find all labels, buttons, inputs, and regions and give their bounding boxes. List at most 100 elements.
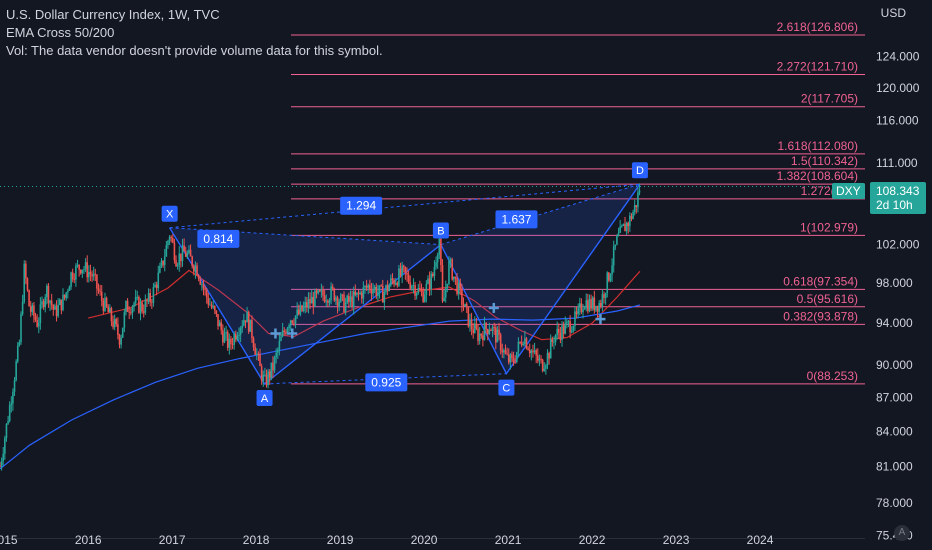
candle-up[interactable] [41, 296, 43, 309]
pattern-point-x[interactable]: X [161, 205, 178, 222]
candle-down[interactable] [419, 280, 421, 291]
candle-down[interactable] [590, 294, 592, 312]
candle-down[interactable] [252, 336, 255, 351]
cross-marker[interactable] [595, 314, 606, 325]
candle-down[interactable] [409, 275, 412, 291]
candle-up[interactable] [241, 320, 244, 333]
candle-down[interactable] [79, 269, 82, 275]
candle-up[interactable] [133, 301, 135, 312]
candle-down[interactable] [381, 279, 384, 303]
candle-up[interactable] [328, 297, 331, 307]
candle-down[interactable] [94, 268, 97, 282]
candle-down[interactable] [99, 284, 101, 296]
candle-down[interactable] [210, 301, 213, 310]
candle-down[interactable] [251, 315, 253, 343]
candle-up[interactable] [167, 239, 169, 249]
candle-down[interactable] [315, 288, 318, 299]
candle-up[interactable] [619, 219, 621, 233]
candle-down[interactable] [191, 255, 193, 269]
candle-down[interactable] [470, 312, 473, 336]
candle-down[interactable] [343, 291, 345, 313]
candle-down[interactable] [490, 328, 492, 332]
candle-up[interactable] [157, 265, 160, 292]
candle-up[interactable] [165, 240, 168, 257]
candle-down[interactable] [309, 292, 311, 310]
candle-up[interactable] [352, 286, 355, 315]
candle-down[interactable] [36, 314, 38, 328]
candle-up[interactable] [530, 348, 533, 361]
candle-up[interactable] [522, 341, 525, 347]
candle-up[interactable] [267, 368, 269, 389]
candle-up[interactable] [601, 289, 604, 312]
candle-down[interactable] [536, 348, 539, 364]
candle-down[interactable] [71, 268, 74, 283]
pattern-ratio-badge[interactable]: 1.637 [495, 210, 538, 229]
candle-down[interactable] [155, 281, 158, 296]
candle-down[interactable] [78, 264, 80, 277]
candle-up[interactable] [84, 258, 87, 273]
candle-down[interactable] [386, 280, 389, 296]
candle-down[interactable] [407, 270, 410, 285]
pattern-ratio-badge[interactable]: 0.814 [197, 229, 240, 248]
candle-up[interactable] [233, 331, 235, 350]
candle-up[interactable] [194, 261, 197, 279]
candle-up[interactable] [178, 246, 181, 272]
candle-down[interactable] [557, 323, 560, 340]
candle-down[interactable] [485, 321, 487, 334]
candle-up[interactable] [294, 315, 297, 329]
candle-up[interactable] [223, 327, 226, 344]
candle-down[interactable] [217, 314, 219, 330]
candle-up[interactable] [16, 342, 19, 364]
candle-up[interactable] [131, 304, 134, 319]
pattern-point-b[interactable]: B [432, 222, 449, 239]
candle-down[interactable] [499, 332, 502, 355]
candle-down[interactable] [199, 276, 202, 286]
candle-down[interactable] [96, 274, 98, 297]
candle-up[interactable] [598, 300, 600, 314]
candle-down[interactable] [461, 284, 463, 313]
candle-up[interactable] [249, 319, 252, 332]
candle-down[interactable] [33, 301, 35, 323]
candle-up[interactable] [243, 313, 245, 327]
candle-up[interactable] [302, 301, 305, 313]
candle-down[interactable] [380, 284, 382, 287]
candle-down[interactable] [222, 324, 224, 346]
candle-down[interactable] [603, 291, 605, 304]
candle-up[interactable] [109, 304, 111, 313]
candle-down[interactable] [128, 306, 131, 320]
candle-up[interactable] [154, 281, 156, 288]
candle-down[interactable] [354, 284, 357, 297]
candle-up[interactable] [76, 259, 79, 268]
candle-down[interactable] [391, 273, 394, 285]
candle-up[interactable] [325, 294, 328, 307]
candle-up[interactable] [577, 303, 579, 319]
candle-up[interactable] [288, 323, 290, 332]
candle-up[interactable] [152, 283, 155, 307]
candle-up[interactable] [49, 299, 51, 311]
candle-up[interactable] [533, 342, 536, 355]
candle-up[interactable] [538, 354, 541, 367]
candle-down[interactable] [291, 319, 294, 324]
candle-up[interactable] [637, 187, 639, 213]
candle-up[interactable] [13, 376, 16, 397]
candle-up[interactable] [304, 296, 307, 314]
candle-down[interactable] [562, 321, 565, 339]
candle-up[interactable] [21, 294, 24, 316]
candle-down[interactable] [193, 264, 195, 276]
candle-down[interactable] [183, 238, 185, 252]
candle-up[interactable] [54, 303, 56, 310]
candle-down[interactable] [244, 320, 247, 329]
candle-down[interactable] [627, 221, 630, 234]
symbol-title[interactable]: U.S. Dollar Currency Index, 1W, TVC [6, 7, 220, 22]
candle-down[interactable] [440, 232, 442, 272]
candle-up[interactable] [310, 289, 313, 304]
candle-up[interactable] [543, 361, 546, 372]
candle-down[interactable] [441, 259, 444, 304]
candle-up[interactable] [436, 252, 439, 269]
candle-up[interactable] [372, 283, 374, 297]
candle-down[interactable] [323, 289, 326, 303]
candle-up[interactable] [625, 221, 628, 236]
candle-down[interactable] [141, 300, 143, 314]
candle-up[interactable] [554, 334, 557, 346]
candle-up[interactable] [299, 301, 302, 317]
